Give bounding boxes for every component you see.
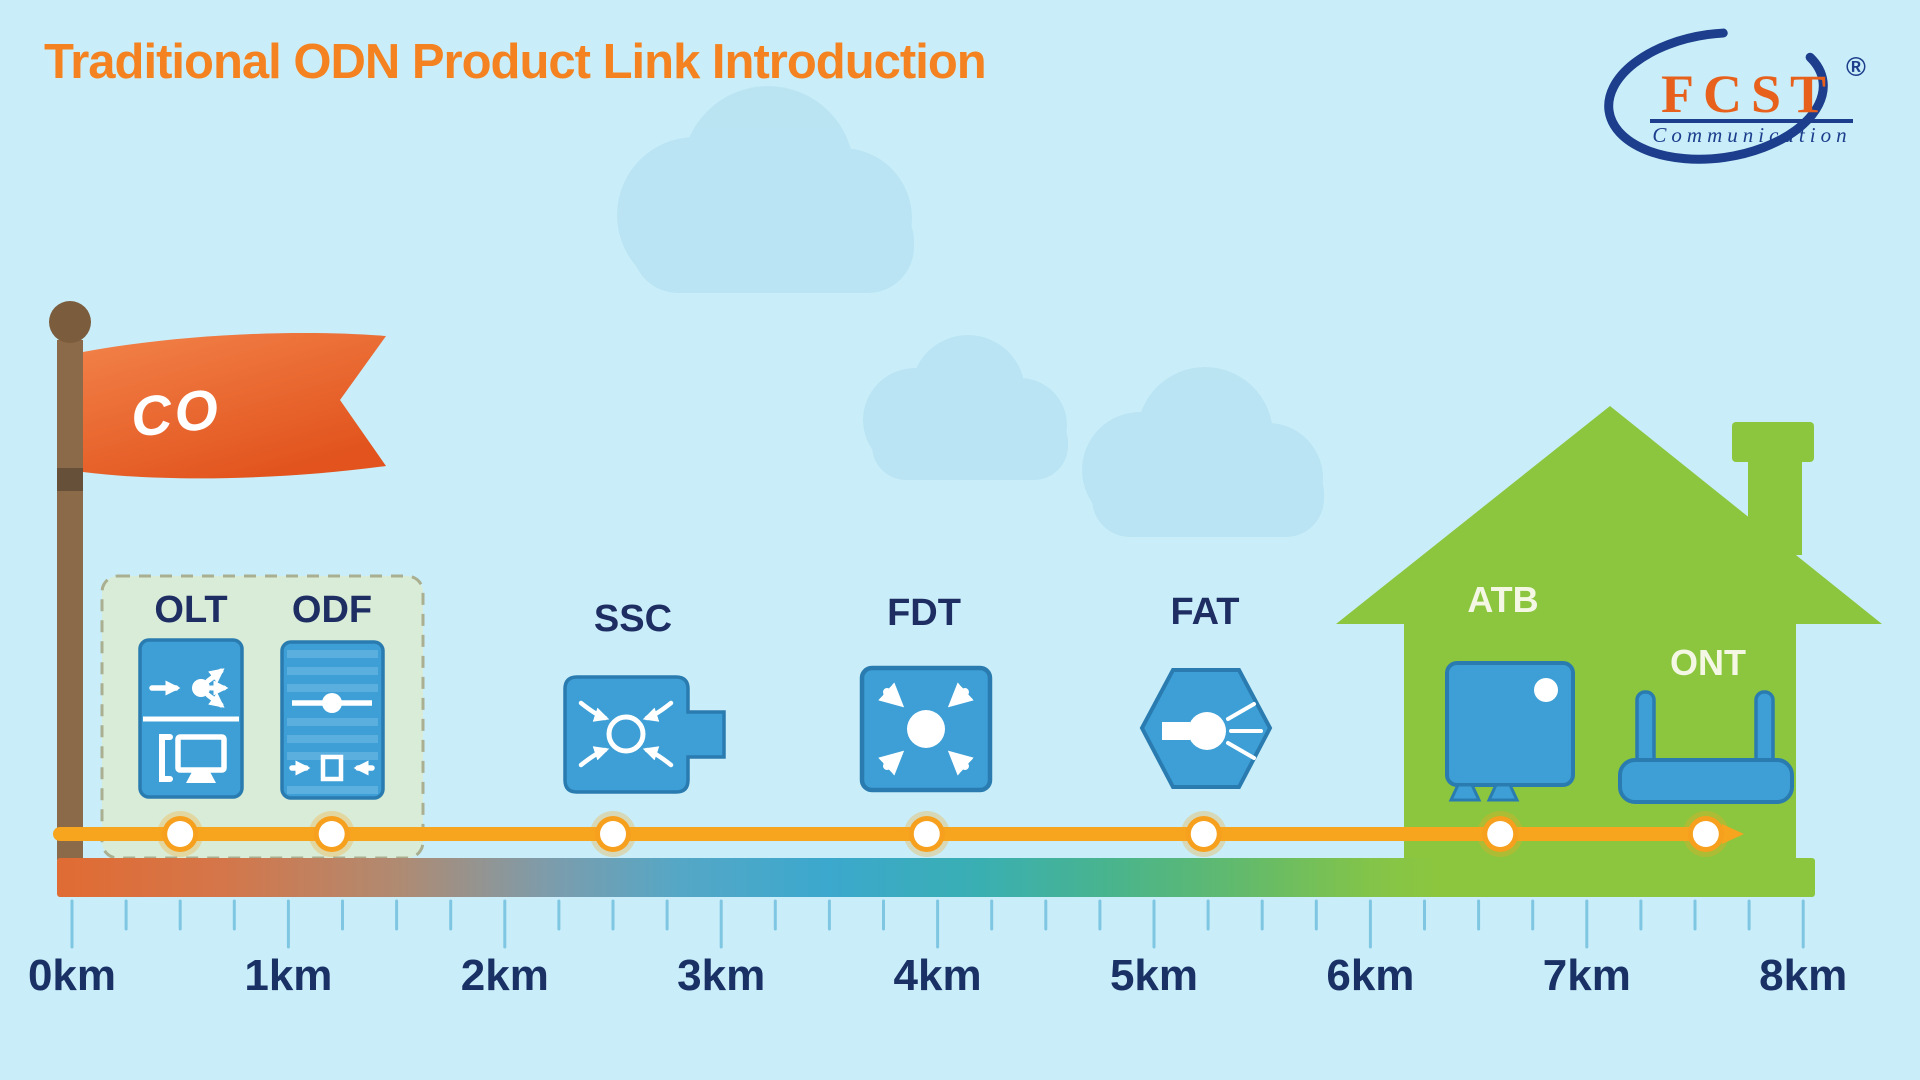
axis-label: 4km <box>894 951 982 1000</box>
fdt-device: FDT <box>859 592 993 793</box>
fat-label: FAT <box>1171 591 1240 633</box>
distance-axis <box>70 899 1805 949</box>
fdt-icon <box>859 665 993 793</box>
link-nodes <box>157 811 1729 857</box>
axis-label: 0km <box>28 951 116 1000</box>
flag-pole-knob <box>49 301 91 343</box>
link-node-ssc <box>600 821 626 847</box>
fat-icon <box>1139 668 1273 789</box>
axis-label: 6km <box>1326 951 1414 1000</box>
flag-pole <box>57 340 83 860</box>
link-node-ont <box>1692 821 1719 847</box>
axis-label: 7km <box>1543 951 1631 1000</box>
odf-icon <box>280 640 385 800</box>
logo-swoosh-icon <box>1604 28 1828 164</box>
co-flag: CO <box>49 301 386 860</box>
distance-bar <box>57 858 1815 897</box>
flag-banner <box>83 332 386 479</box>
atb-icon <box>1445 661 1575 802</box>
axis-label: 2km <box>461 951 549 1000</box>
axis-label: 3km <box>677 951 765 1000</box>
link-node-olt <box>167 821 194 847</box>
ssc-icon <box>563 675 726 794</box>
odf-device: ODF <box>280 589 385 800</box>
link-node-atb <box>1487 821 1514 847</box>
ssc-device: SSC <box>563 598 726 794</box>
page-title: Traditional ODN Product Link Introductio… <box>44 35 986 89</box>
axis-label: 8km <box>1759 951 1847 1000</box>
router-body <box>1618 758 1794 804</box>
chimney-cap <box>1732 422 1814 462</box>
handset-bracket-icon <box>159 734 173 782</box>
atb-led-dot <box>1534 678 1558 702</box>
ont-device: ONT <box>1618 642 1794 804</box>
link-node-fat <box>1190 821 1217 847</box>
olt-label: OLT <box>154 589 227 631</box>
fat-device: FAT <box>1139 591 1273 789</box>
atb-device: ATB <box>1445 579 1575 802</box>
logo-name: FCST <box>1661 64 1835 124</box>
registered-mark: ® <box>1846 52 1866 82</box>
splitter-dot <box>1188 712 1226 750</box>
roof <box>1336 406 1882 624</box>
odf-label: ODF <box>292 589 372 631</box>
link-node-fdt <box>913 821 940 847</box>
ssc-label: SSC <box>594 598 672 640</box>
ont-label: ONT <box>1670 642 1746 683</box>
logo-subtitle: Communication <box>1652 123 1851 147</box>
fdt-label: FDT <box>887 592 961 634</box>
atb-label: ATB <box>1467 579 1538 620</box>
link-node-odf <box>318 821 345 847</box>
clouds <box>617 86 1324 537</box>
adapter-icon <box>320 754 344 782</box>
axis-label: 1km <box>244 951 332 1000</box>
cloud <box>617 86 914 293</box>
axis-label: 5km <box>1110 951 1198 1000</box>
olt-device: OLT <box>138 589 244 799</box>
splice-dot <box>322 693 342 713</box>
flag-pole-band <box>57 468 83 491</box>
cloud <box>863 335 1068 480</box>
fiber-line-tip <box>1722 824 1744 844</box>
fcst-logo: FCST Communication ® <box>1604 28 1866 164</box>
olt-icon <box>138 638 244 799</box>
ont-icon <box>1618 690 1794 804</box>
house <box>1336 406 1882 897</box>
flag-label: CO <box>128 377 224 449</box>
cloud <box>1082 367 1324 537</box>
axis-labels: 0km 1km 2km 3km 4km 5km 6km 7km 8km <box>28 951 1847 1000</box>
